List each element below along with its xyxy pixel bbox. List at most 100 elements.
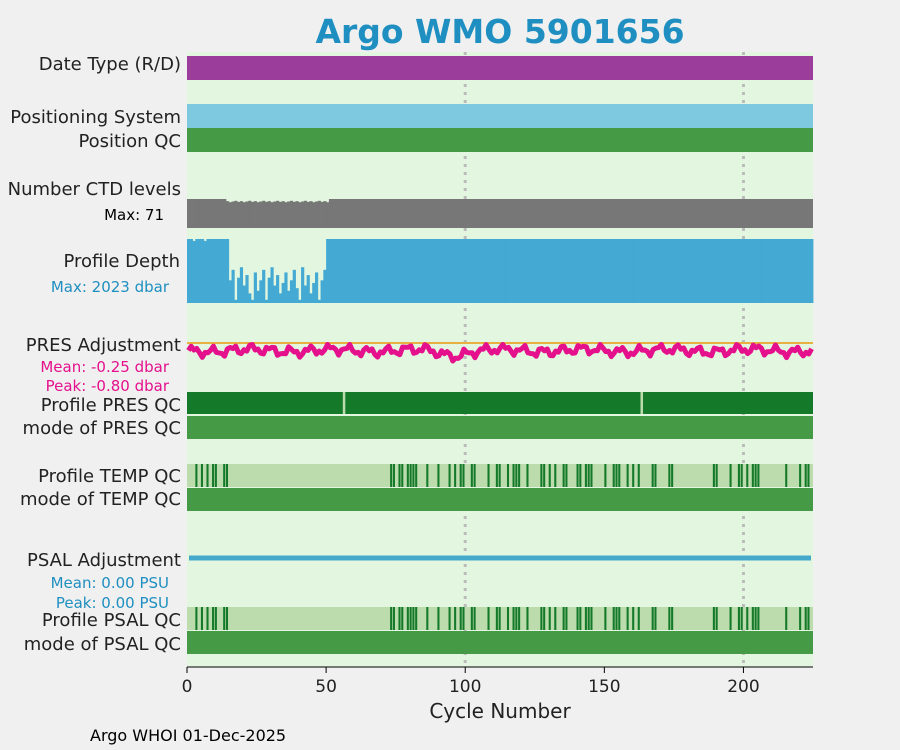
profile-depth-bar — [259, 280, 263, 303]
psal-qc-flag — [223, 607, 226, 630]
temp-qc-flag — [390, 464, 393, 487]
label-mode-psal-qc: mode of PSAL QC — [24, 634, 181, 655]
psal-qc-flag — [473, 607, 476, 630]
temp-qc-flag — [626, 464, 629, 487]
profile-depth-bar — [303, 285, 308, 303]
profile-depth-bar — [189, 239, 193, 303]
x-tick-label: 50 — [315, 677, 337, 697]
profile-depth-bar — [495, 239, 500, 303]
ctd-levels-bar — [287, 201, 291, 228]
profile-depth-bar — [365, 239, 369, 303]
temp-qc-flag — [448, 464, 451, 487]
profile-depth-bar — [746, 239, 750, 303]
ctd-levels-bar — [242, 202, 246, 228]
profile-depth-bar — [662, 239, 666, 303]
psal-qc-flag — [590, 607, 593, 630]
profile-depth-bar — [673, 239, 678, 303]
ctd-levels-bar — [309, 201, 313, 228]
ctd-levels-bar — [192, 199, 196, 228]
profile-depth-bar — [289, 280, 294, 303]
temp-qc-flag — [671, 464, 674, 487]
profile-depth-bar — [331, 239, 335, 303]
profile-depth-bar — [420, 239, 424, 303]
profile-depth-bar — [710, 239, 714, 303]
temp-qc-flag — [437, 464, 440, 487]
psal-qc-flag — [757, 607, 760, 630]
psal-qc-flag — [398, 607, 401, 630]
profile-depth-bar — [373, 239, 377, 303]
ctd-levels-bar — [234, 200, 238, 228]
psal-qc-flag — [459, 607, 462, 630]
temp-qc-flag — [200, 464, 203, 487]
profile-depth-bar — [370, 239, 374, 303]
profile-depth-bar — [520, 239, 525, 303]
profile-depth-bar — [526, 239, 530, 303]
temp-qc-flag — [637, 464, 640, 487]
label-position-qc: Position QC — [78, 131, 181, 152]
profile-depth-bar — [751, 239, 755, 303]
ctd-levels-bar — [292, 201, 296, 228]
temp-qc-flag — [807, 464, 810, 487]
psal-qc-flag — [498, 607, 501, 630]
temp-qc-flag — [214, 464, 217, 487]
profile-depth-bar — [401, 239, 405, 303]
psal-qc-flag — [412, 607, 415, 630]
profile-depth-bar — [804, 239, 808, 303]
profile-depth-bar — [646, 239, 650, 303]
profile-depth-bar — [198, 239, 202, 303]
profile-depth-bar — [723, 239, 728, 303]
psal-qc-flag — [495, 607, 498, 630]
profile-depth-bar — [801, 239, 806, 303]
temp-qc-flag — [225, 464, 229, 487]
profile-depth-bar — [793, 239, 797, 303]
mode-temp-qc-bar — [187, 488, 813, 511]
profile-depth-bar — [273, 285, 277, 303]
profile-depth-bar — [470, 239, 474, 303]
profile-depth-bar — [206, 239, 210, 303]
profile-depth-bar — [512, 239, 516, 303]
profile-depth-bar — [493, 239, 497, 303]
profile-depth-bar — [287, 290, 291, 303]
profile-depth-bar — [685, 239, 689, 303]
profile-depth-bar — [671, 239, 675, 303]
profile-depth-bar — [417, 239, 422, 303]
temp-qc-flag — [604, 464, 607, 487]
profile-depth-bar — [200, 239, 205, 303]
profile-depth-bar — [559, 239, 563, 303]
label-mode-temp-qc: mode of TEMP QC — [20, 489, 181, 510]
psal-qc-flag — [462, 607, 465, 630]
ctd-levels-bar — [326, 202, 330, 228]
profile-depth-bar — [668, 239, 672, 303]
temp-qc-flag — [590, 464, 593, 487]
pres-qc-gap — [640, 392, 644, 414]
profile-depth-bar — [760, 239, 764, 303]
ctd-levels-bar — [323, 201, 327, 228]
psal-qc-flag — [637, 607, 640, 630]
profile-depth-bar — [637, 239, 641, 303]
ctd-levels-bar — [295, 201, 299, 228]
ctd-levels-bar — [206, 199, 210, 228]
psal-qc-flag — [401, 607, 404, 630]
profile-depth-bar — [345, 239, 349, 303]
ctd-levels-bar — [253, 201, 257, 228]
psal-qc-flag — [612, 607, 615, 630]
pres-qc-gap — [342, 392, 346, 414]
profile-depth-bar — [409, 239, 413, 303]
temp-qc-flag — [206, 464, 209, 487]
profile-depth-bar — [584, 239, 589, 303]
profile-depth-bar — [234, 299, 238, 303]
profile-depth-bar — [768, 239, 772, 303]
profile-depth-bar — [604, 239, 608, 303]
psal-qc-flag — [195, 607, 198, 630]
profile-depth-bar — [387, 239, 391, 303]
ctd-levels-bar — [298, 202, 302, 228]
profile-depth-bar — [317, 299, 321, 303]
profile-depth-bar — [451, 239, 455, 303]
profile-depth-bar — [590, 239, 594, 303]
profile-depth-bar — [262, 269, 266, 303]
profile-depth-bar — [529, 239, 533, 303]
temp-qc-flag — [195, 464, 198, 487]
temp-qc-flag — [785, 464, 788, 487]
psal-qc-flag — [526, 607, 529, 630]
